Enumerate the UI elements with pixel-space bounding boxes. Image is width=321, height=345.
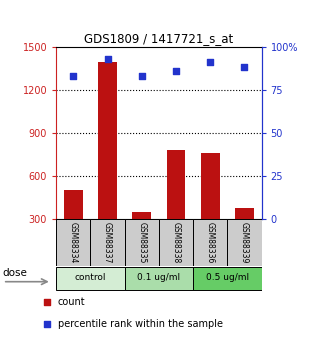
Bar [132, 212, 151, 219]
Text: count: count [58, 297, 85, 307]
Bar [64, 190, 83, 219]
FancyBboxPatch shape [159, 219, 193, 266]
Point [173, 68, 178, 73]
Point [139, 73, 144, 79]
FancyBboxPatch shape [125, 267, 193, 290]
Point [208, 59, 213, 65]
FancyBboxPatch shape [56, 219, 91, 266]
Bar [98, 62, 117, 219]
FancyBboxPatch shape [227, 219, 262, 266]
Text: GSM88339: GSM88339 [240, 222, 249, 263]
FancyBboxPatch shape [56, 267, 125, 290]
FancyBboxPatch shape [193, 219, 227, 266]
Text: GSM88335: GSM88335 [137, 222, 146, 263]
Text: GSM88334: GSM88334 [69, 222, 78, 263]
Text: control: control [75, 273, 106, 282]
Text: GSM88338: GSM88338 [171, 222, 180, 263]
Bar [201, 153, 220, 219]
Text: 0.5 ug/ml: 0.5 ug/ml [206, 273, 249, 282]
Point [71, 73, 76, 79]
Bar [167, 150, 186, 219]
FancyBboxPatch shape [193, 267, 262, 290]
Point [105, 56, 110, 61]
Point [44, 299, 49, 305]
FancyBboxPatch shape [91, 219, 125, 266]
Text: 0.1 ug/ml: 0.1 ug/ml [137, 273, 180, 282]
Text: GSM88336: GSM88336 [206, 222, 215, 263]
FancyBboxPatch shape [125, 219, 159, 266]
Point [242, 65, 247, 70]
Text: dose: dose [3, 268, 28, 278]
Title: GDS1809 / 1417721_s_at: GDS1809 / 1417721_s_at [84, 32, 233, 46]
Text: GSM88337: GSM88337 [103, 222, 112, 263]
Point [44, 321, 49, 327]
Text: percentile rank within the sample: percentile rank within the sample [58, 319, 223, 329]
Bar [235, 208, 254, 219]
